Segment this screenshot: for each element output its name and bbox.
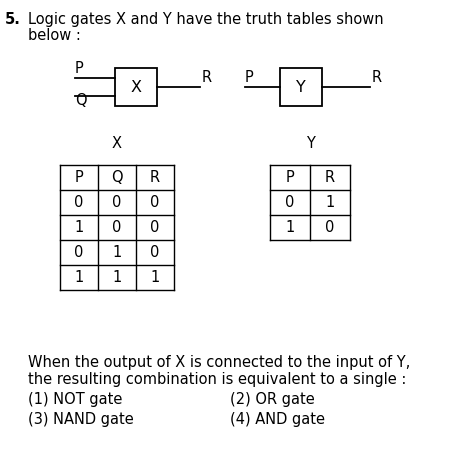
Text: R: R: [202, 70, 212, 85]
Text: 0: 0: [112, 195, 122, 210]
Text: 0: 0: [285, 195, 295, 210]
Text: Logic gates X and Y have the truth tables shown: Logic gates X and Y have the truth table…: [28, 12, 383, 27]
Text: 0: 0: [74, 195, 84, 210]
Text: 0: 0: [150, 245, 160, 260]
Text: 0: 0: [112, 220, 122, 235]
Text: (2) OR gate: (2) OR gate: [230, 392, 315, 407]
Text: P: P: [74, 170, 83, 185]
Text: (3) NAND gate: (3) NAND gate: [28, 412, 134, 427]
Text: P: P: [245, 70, 254, 85]
Text: R: R: [325, 170, 335, 185]
Text: the resulting combination is equivalent to a single :: the resulting combination is equivalent …: [28, 372, 406, 387]
Text: X: X: [112, 136, 122, 151]
Text: 0: 0: [74, 245, 84, 260]
Bar: [280, 68, 322, 106]
Text: 1: 1: [74, 220, 83, 235]
Text: 1: 1: [112, 245, 122, 260]
Text: Y: Y: [306, 136, 314, 151]
Text: 1: 1: [150, 270, 160, 285]
Text: P: P: [286, 170, 294, 185]
Bar: [115, 68, 157, 106]
Text: 1: 1: [325, 195, 335, 210]
Text: R: R: [150, 170, 160, 185]
Text: 1: 1: [285, 220, 295, 235]
Text: 1: 1: [112, 270, 122, 285]
Text: Y: Y: [296, 79, 306, 94]
Text: X: X: [130, 79, 142, 94]
Text: 5.: 5.: [5, 12, 21, 27]
Text: When the output of X is connected to the input of Y,: When the output of X is connected to the…: [28, 355, 410, 370]
Text: 0: 0: [150, 195, 160, 210]
Text: Q: Q: [75, 93, 87, 108]
Text: (1) NOT gate: (1) NOT gate: [28, 392, 122, 407]
Text: (4) AND gate: (4) AND gate: [230, 412, 325, 427]
Text: P: P: [75, 61, 84, 76]
Text: Q: Q: [111, 170, 123, 185]
Text: 0: 0: [150, 220, 160, 235]
Text: below :: below :: [28, 28, 81, 43]
Text: 1: 1: [74, 270, 83, 285]
Text: 0: 0: [325, 220, 335, 235]
Text: R: R: [372, 70, 382, 85]
